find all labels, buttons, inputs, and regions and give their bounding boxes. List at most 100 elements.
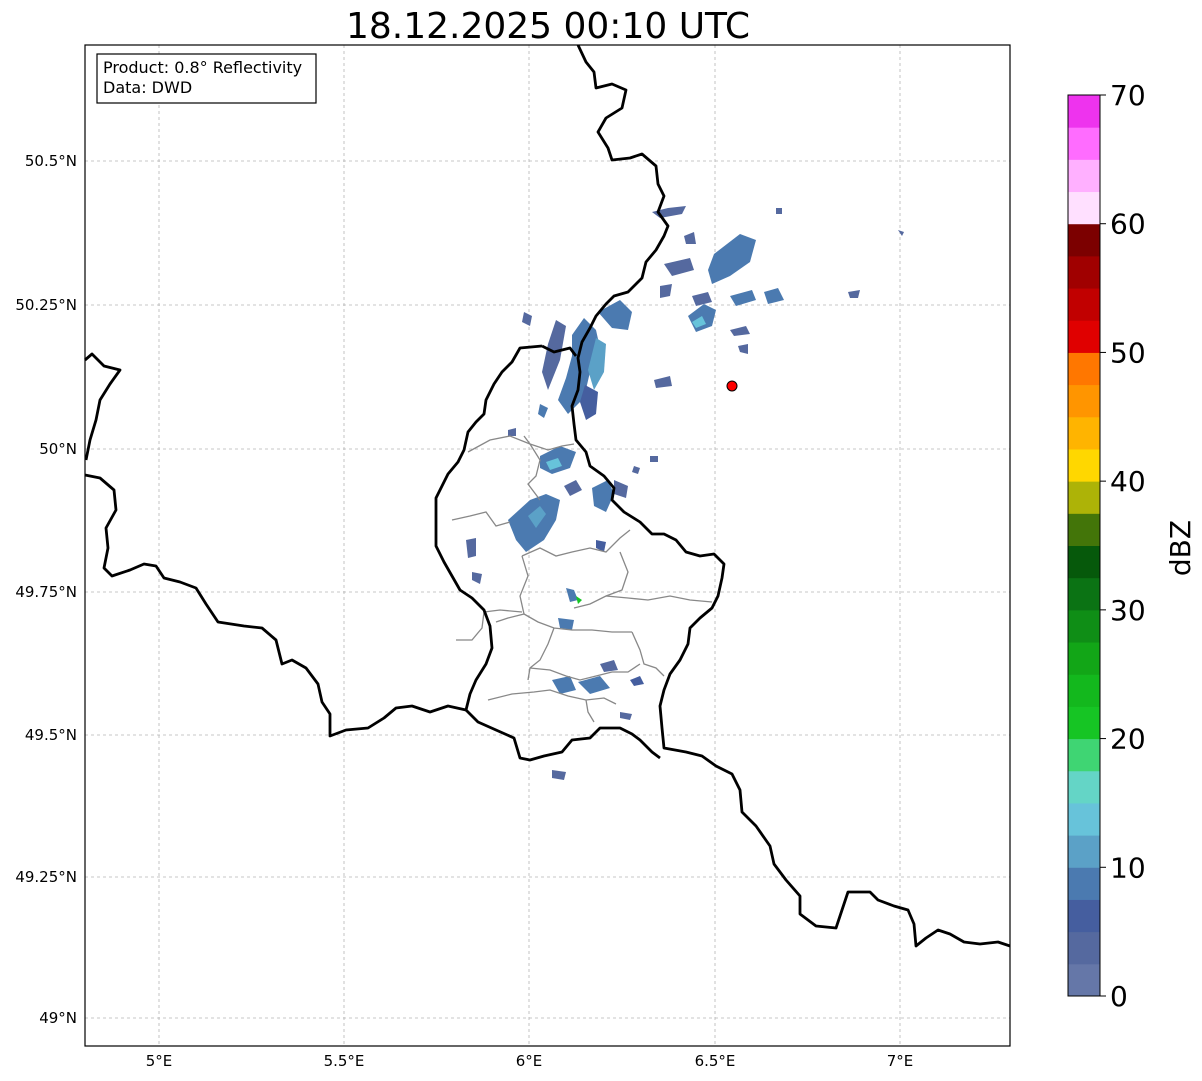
echo-cell	[630, 676, 644, 686]
echo-cell	[558, 618, 574, 630]
colorbar-segment	[1068, 802, 1100, 836]
colorbar-segment	[1068, 545, 1100, 579]
echo-cell	[566, 588, 578, 602]
colorbar-tick-label: 10	[1110, 851, 1146, 884]
district-boundaries	[451, 435, 713, 723]
echo-cell	[650, 456, 658, 462]
lat-tick: 49.25°N	[15, 868, 77, 886]
colorbar-segment	[1068, 481, 1100, 514]
echo-cell	[660, 284, 672, 298]
echo-cell	[552, 770, 566, 780]
colorbar-segment	[1068, 609, 1100, 643]
colorbar-label: dBZ	[1164, 520, 1197, 576]
gridlines	[85, 45, 1010, 1046]
echo-cell	[588, 338, 606, 390]
colorbar-segment	[1068, 577, 1100, 611]
lon-tick: 5.5°E	[324, 1052, 365, 1070]
echo-cell	[580, 385, 598, 420]
echo-cell	[684, 232, 696, 244]
colorbar-segment	[1068, 931, 1100, 965]
colorbar-tick-label: 30	[1110, 594, 1146, 627]
colorbar-segment	[1068, 95, 1100, 128]
echo-cell	[508, 428, 516, 436]
echo-cell	[596, 540, 606, 552]
colorbar-ticks: 0 10 20 30 40 50 60 70	[1100, 79, 1146, 1013]
colorbar-segment	[1068, 448, 1100, 482]
radar-site-marker	[726, 380, 738, 392]
colorbar-segment	[1068, 835, 1100, 868]
colorbar-tick-label: 20	[1110, 723, 1146, 756]
colorbar-segment	[1068, 352, 1100, 386]
colorbar	[1067, 94, 1101, 997]
echo-cell	[578, 676, 610, 694]
info-product: Product: 0.8° Reflectivity	[103, 58, 302, 77]
colorbar-segment	[1068, 770, 1100, 804]
colorbar-segment	[1068, 706, 1100, 740]
colorbar-segment	[1068, 255, 1100, 289]
colorbar-segment	[1068, 513, 1100, 546]
colorbar-segment	[1068, 738, 1100, 772]
lat-tick: 49.5°N	[25, 726, 77, 744]
echo-cell	[614, 480, 628, 498]
lat-tick: 50.5°N	[25, 152, 77, 170]
colorbar-segment	[1068, 674, 1100, 707]
colorbar-segment	[1068, 416, 1100, 450]
echo-cell	[764, 288, 784, 304]
map-frame	[84, 44, 1011, 1047]
lat-tick-labels: 50.5°N 50.25°N 50°N 49.75°N 49.5°N 49.25…	[15, 152, 77, 1027]
echo-cell	[600, 660, 618, 672]
colorbar-tick-label: 50	[1110, 336, 1146, 369]
echo-cell	[472, 572, 482, 584]
echo-cell	[546, 458, 562, 470]
colorbar-segment	[1068, 127, 1100, 160]
lon-tick: 5°E	[146, 1052, 173, 1070]
echo-cell	[708, 234, 756, 284]
figure-title: 18.12.2025 00:10 UTC	[346, 6, 750, 47]
colorbar-segment	[1068, 642, 1100, 675]
lon-tick: 6°E	[516, 1052, 543, 1070]
colorbar-segment	[1068, 320, 1100, 353]
colorbar-tick-label: 60	[1110, 208, 1146, 241]
colorbar-segment	[1068, 288, 1100, 321]
info-data: Data: DWD	[103, 78, 192, 97]
echo-cell	[654, 376, 672, 388]
lon-tick: 7°E	[887, 1052, 914, 1070]
echo-cell	[738, 344, 748, 354]
colorbar-segment	[1068, 963, 1100, 997]
echo-cell	[692, 292, 712, 306]
lat-tick: 50°N	[39, 440, 77, 458]
echo-cell	[538, 404, 548, 418]
echo-cell	[730, 290, 756, 306]
echo-cell	[898, 230, 904, 236]
colorbar-tick-label: 70	[1110, 79, 1146, 112]
echo-cell	[528, 506, 546, 528]
map-panel	[85, 45, 1010, 1046]
echo-cell	[776, 208, 782, 214]
echo-cell	[730, 326, 750, 336]
echo-cell	[592, 480, 614, 512]
echo-cell	[552, 676, 576, 694]
colorbar-frame	[1067, 94, 1101, 997]
lat-tick: 49.75°N	[15, 583, 77, 601]
colorbar-segment	[1068, 899, 1100, 933]
echo-cell	[564, 480, 582, 496]
echo-cell	[466, 538, 476, 558]
echo-cell	[632, 466, 640, 474]
echo-cell	[620, 712, 632, 720]
colorbar-tick-label: 40	[1110, 465, 1146, 498]
colorbar-segment	[1068, 223, 1100, 257]
lon-tick: 6.5°E	[695, 1052, 736, 1070]
colorbar-tick-label: 0	[1110, 980, 1128, 1013]
colorbar-segment	[1068, 191, 1100, 225]
colorbar-segment	[1068, 867, 1100, 900]
national-borders	[84, 44, 1011, 948]
echo-cell	[692, 316, 706, 328]
lat-tick: 50.25°N	[15, 296, 77, 314]
echo-cell	[522, 312, 532, 326]
echo-cell	[576, 596, 582, 604]
info-box: Product: 0.8° Reflectivity Data: DWD	[96, 53, 317, 104]
radar-echoes	[466, 206, 904, 780]
colorbar-segment	[1068, 159, 1100, 193]
lon-tick-labels: 5°E 5.5°E 6°E 6.5°E 7°E	[146, 1052, 914, 1070]
